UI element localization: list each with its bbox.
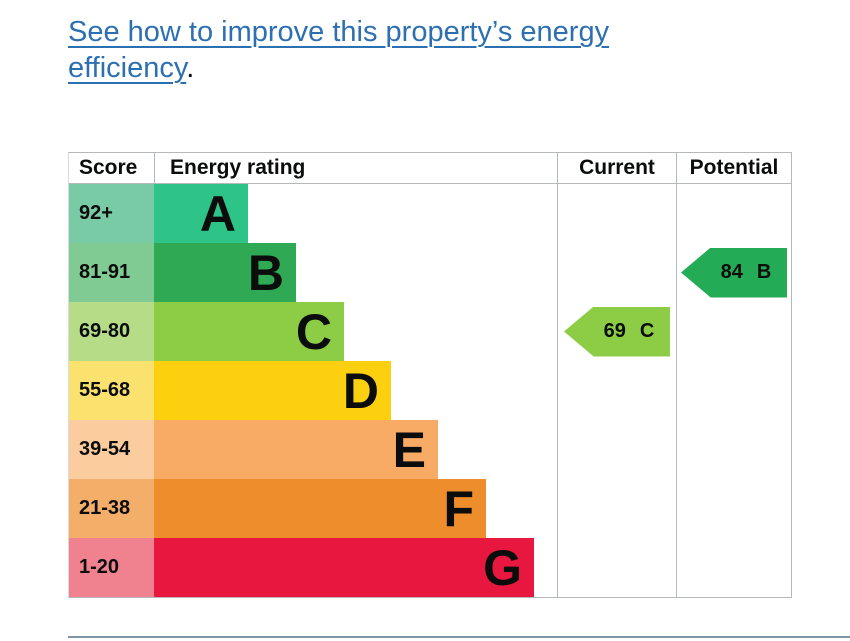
score-range-g: 1-20 <box>69 538 154 597</box>
improve-efficiency-link[interactable]: See how to improve this property’s energ… <box>68 16 609 84</box>
potential-cell <box>676 420 791 479</box>
rating-letter-f: F <box>443 480 474 537</box>
rating-bar-f: F <box>154 479 486 538</box>
rating-bar-track-d: D <box>154 361 557 420</box>
potential-rating-letter: B <box>756 261 772 283</box>
rating-letter-d: D <box>342 362 379 419</box>
rating-bar-track-c: C <box>154 302 557 361</box>
header-potential: Potential <box>676 153 791 183</box>
rating-bar-b: B <box>154 243 296 302</box>
rating-bar-track-b: B <box>154 243 557 302</box>
rating-letter-c: C <box>295 303 332 360</box>
rating-bar-c: C <box>154 302 344 361</box>
potential-cell <box>676 302 791 361</box>
section-divider <box>68 636 850 638</box>
link-period: . <box>186 52 195 84</box>
score-range-e: 39-54 <box>69 420 154 479</box>
current-cell <box>557 184 676 243</box>
rating-bar-track-f: F <box>154 479 557 538</box>
potential-cell: 84 B <box>676 243 791 302</box>
score-range-b: 81-91 <box>69 243 154 302</box>
current-rating-arrow: 69 C <box>564 306 670 357</box>
score-range-f: 21-38 <box>69 479 154 538</box>
rating-bar-e: E <box>154 420 438 479</box>
score-range-c: 69-80 <box>69 302 154 361</box>
epc-band-row-b: 81-91 B 84 B <box>69 243 791 302</box>
epc-band-row-a: 92+ A <box>69 184 791 243</box>
epc-rating-table: Score Energy rating Current Potential 92… <box>68 152 792 598</box>
score-range-a: 92+ <box>69 184 154 243</box>
improve-link-line2: efficiency <box>68 52 187 84</box>
current-rating-letter: C <box>639 320 655 342</box>
rating-letter-e: E <box>392 421 426 478</box>
epc-band-row-f: 21-38 F <box>69 479 791 538</box>
improve-link-paragraph: See how to improve this property’s energ… <box>68 14 609 86</box>
current-cell: 69 C <box>557 302 676 361</box>
current-cell <box>557 243 676 302</box>
rating-bar-d: D <box>154 361 391 420</box>
header-score: Score <box>79 156 138 179</box>
current-cell <box>557 361 676 420</box>
header-current: Current <box>557 153 676 183</box>
epc-band-row-c: 69-80 C 69 C <box>69 302 791 361</box>
rating-letter-a: A <box>199 185 236 242</box>
rating-letter-g: G <box>483 539 522 596</box>
rating-letter-b: B <box>247 244 284 301</box>
rating-bar-track-a: A <box>154 184 557 243</box>
epc-band-row-e: 39-54 E <box>69 420 791 479</box>
epc-band-row-d: 55-68 D <box>69 361 791 420</box>
current-score-value: 69 <box>603 320 626 342</box>
header-energy-rating: Energy rating <box>154 153 557 183</box>
potential-cell <box>676 538 791 597</box>
current-cell <box>557 538 676 597</box>
epc-rows: 92+ A 81-91 B 84 B 69-80 C 69 C 55-68 D 39-54 E 21-38 F… <box>69 184 791 597</box>
score-range-d: 55-68 <box>69 361 154 420</box>
rating-bar-track-g: G <box>154 538 557 597</box>
potential-cell <box>676 479 791 538</box>
epc-band-row-g: 1-20 G <box>69 538 791 597</box>
rating-bar-track-e: E <box>154 420 557 479</box>
potential-rating-arrow: 84 B <box>681 247 787 298</box>
rating-bar-a: A <box>154 184 248 243</box>
rating-bar-g: G <box>154 538 534 597</box>
potential-cell <box>676 361 791 420</box>
potential-cell <box>676 184 791 243</box>
improve-link-line1: See how to improve this property’s energ… <box>68 16 610 48</box>
potential-score-value: 84 <box>720 261 743 283</box>
epc-table-header: Score Energy rating Current Potential <box>69 153 791 184</box>
current-cell <box>557 479 676 538</box>
current-cell <box>557 420 676 479</box>
